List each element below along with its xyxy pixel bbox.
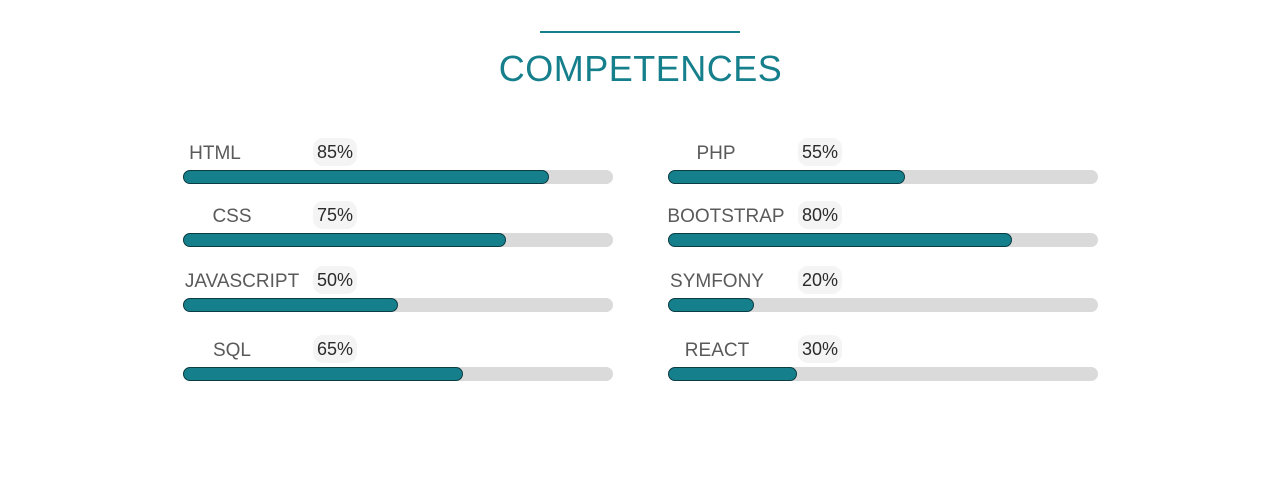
title-divider [540,31,740,33]
progress-track [183,298,613,312]
skill-percent: 30% [798,335,843,363]
progress-fill [183,170,549,184]
section-title: COMPETENCES [498,48,783,89]
skill-name: CSS [212,206,252,227]
skill-react: REACT 30% [668,335,1098,389]
skill-percent: 80% [798,201,843,229]
skill-html: HTML 85% [183,138,613,192]
skill-name: HTML [189,143,241,164]
skill-name: BOOTSTRAP [667,206,785,227]
progress-fill [668,298,754,312]
skill-percent: 85% [313,138,358,166]
progress-track [183,170,613,184]
progress-track [183,233,613,247]
progress-fill [668,233,1012,247]
skill-percent: 20% [798,266,843,294]
skill-javascript: JAVASCRIPT 50% [183,266,613,320]
skill-percent: 50% [313,266,358,294]
progress-fill [183,298,398,312]
skill-name: JAVASCRIPT [184,271,300,292]
progress-fill [668,367,797,381]
progress-fill [668,170,905,184]
progress-track [668,367,1098,381]
progress-track [668,233,1098,247]
skill-name: SYMFONY [670,271,764,292]
skill-name: PHP [696,143,736,164]
skill-bootstrap: BOOTSTRAP 80% [667,201,1098,255]
progress-fill [183,367,463,381]
skill-symfony: SYMFONY 20% [668,266,1098,320]
progress-track [668,298,1098,312]
progress-track [668,170,1098,184]
skill-php: PHP 55% [668,138,1098,192]
skill-sql: SQL 65% [183,335,613,389]
skill-percent: 75% [313,201,358,229]
skill-percent: 65% [313,335,358,363]
skill-css: CSS 75% [183,201,613,255]
progress-track [183,367,613,381]
skill-name: SQL [212,340,252,361]
skill-name: REACT [684,340,750,361]
progress-fill [183,233,506,247]
skill-percent: 55% [798,138,843,166]
